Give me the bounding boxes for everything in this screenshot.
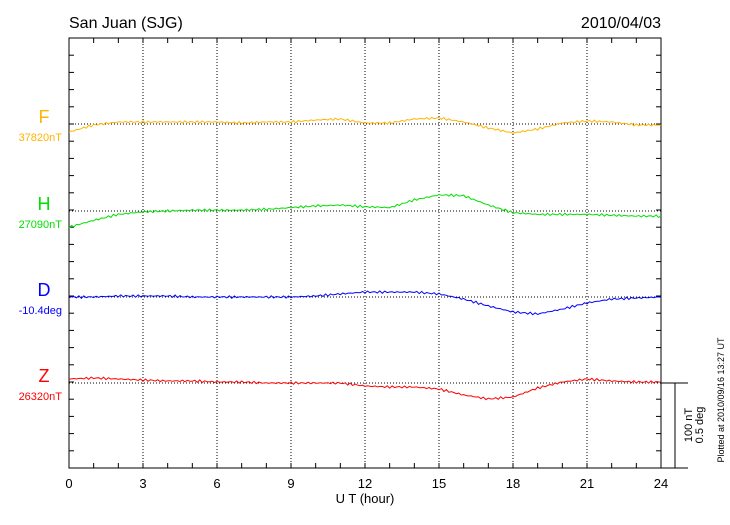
series-line-H (68, 193, 662, 229)
series-name-F: F (39, 107, 50, 127)
series-baseline-D: -10.4deg (19, 305, 62, 317)
x-tick-label: 6 (213, 476, 220, 491)
series-baseline-F: 37820nT (19, 132, 63, 144)
chart-title: San Juan (SJG) (69, 15, 183, 32)
x-axis-label: U T (hour) (336, 491, 395, 506)
series-line-D (68, 290, 662, 316)
series-line-Z (68, 376, 662, 401)
scale-bar-nt: 100 nT (683, 408, 695, 443)
chart-date: 2010/04/03 (581, 15, 661, 32)
x-tick-label: 12 (358, 476, 372, 491)
x-tick-label: 15 (432, 476, 446, 491)
series-name-H: H (38, 194, 51, 214)
x-tick-label: 0 (65, 476, 72, 491)
x-tick-label: 21 (580, 476, 594, 491)
series-name-D: D (38, 280, 51, 300)
x-tick-label: 24 (654, 476, 668, 491)
x-tick-label: 18 (506, 476, 520, 491)
plotted-timestamp: Plotted at 2010/09/16 13:27 UT (716, 337, 726, 463)
series-baseline-H: 27090nT (19, 219, 63, 231)
series-name-Z: Z (39, 366, 50, 386)
series-line-F (68, 116, 662, 134)
series-baseline-Z: 26320nT (19, 391, 63, 403)
scale-bar: 100 nT 0.5 deg (661, 382, 706, 469)
plot-frame (68, 37, 662, 469)
x-tick-label: 9 (287, 476, 294, 491)
x-tick-label: 3 (139, 476, 146, 491)
scale-bar-deg: 0.5 deg (694, 407, 706, 444)
